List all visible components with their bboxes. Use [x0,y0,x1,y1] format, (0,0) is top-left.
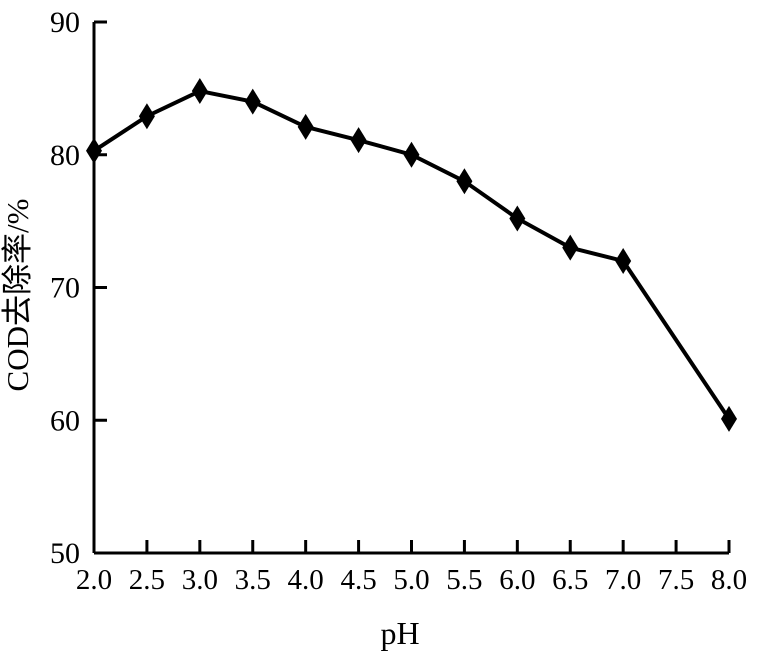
x-tick-label: 3.5 [235,564,271,596]
y-tick-label: 80 [50,139,80,172]
data-point-marker [191,78,208,105]
data-line [92,88,731,421]
x-tick-label: 5.0 [393,564,429,596]
data-point-marker [509,205,526,232]
data-point-marker [456,168,473,195]
x-tick-label: 3.0 [182,564,218,596]
data-point-marker [86,137,102,164]
y-tick-label: 90 [50,6,80,39]
x-tick-label: 4.0 [288,564,324,596]
y-axis-title: COD去除率/% [0,199,35,392]
y-tick-label: 50 [50,537,80,570]
data-point-marker [403,141,420,168]
y-tick-label: 70 [50,272,80,305]
x-tick-label: 4.5 [340,564,376,596]
data-point-marker [138,103,155,130]
x-tick-label: 7.5 [658,564,694,596]
x-tick-label: 2.0 [76,564,112,596]
x-axis-title: pH [380,615,419,651]
data-point-marker [244,88,261,115]
data-point-marker [350,127,367,154]
data-point-marker [297,113,314,140]
data-point-marker [615,247,632,274]
data-point-marker [721,405,737,432]
x-tick-label: 2.5 [129,564,165,596]
x-tick-label: 8.0 [711,564,747,596]
x-tick-label: 6.5 [552,564,588,596]
y-tick-label: 60 [50,404,80,437]
x-tick-label: 5.5 [446,564,482,596]
x-tick-label: 7.0 [605,564,641,596]
data-point-marker [562,234,579,261]
x-tick-label: 6.0 [499,564,535,596]
